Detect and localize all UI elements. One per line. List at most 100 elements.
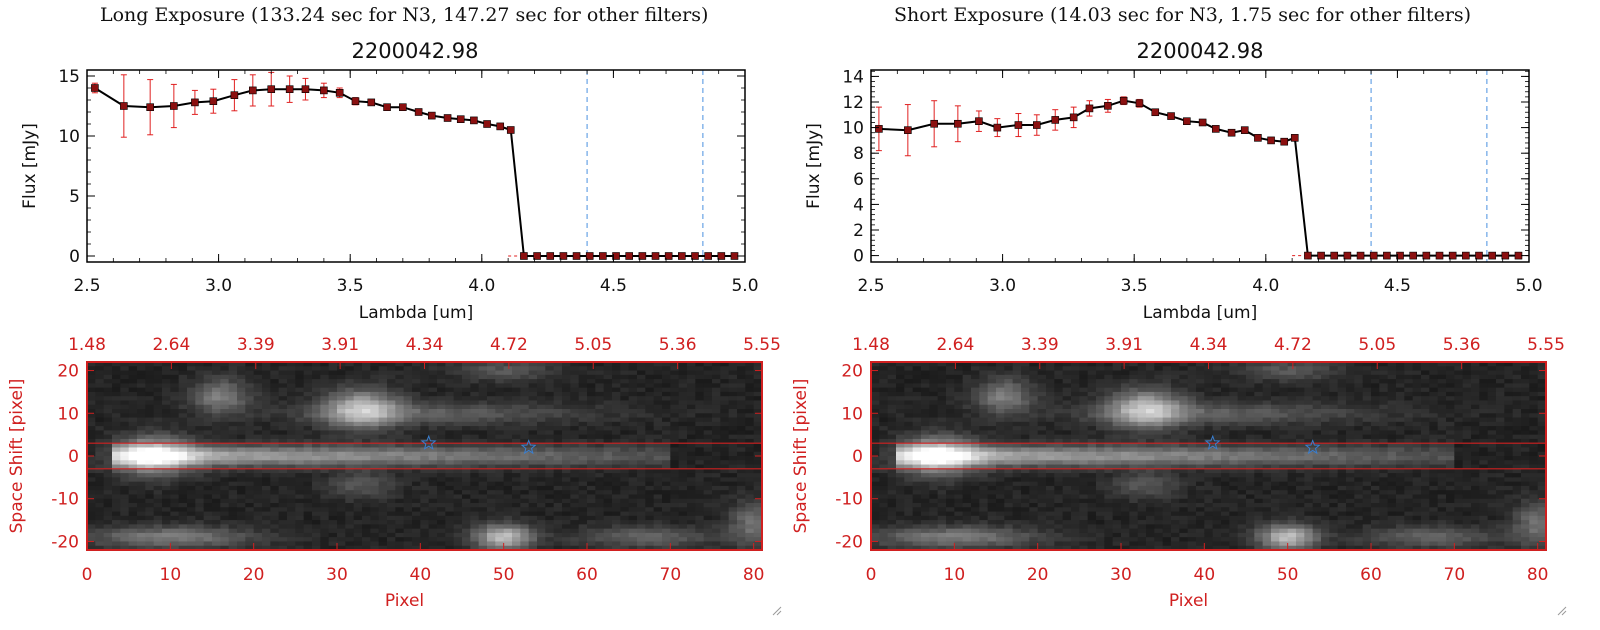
spectrum-short-y-tick-label: 14	[842, 67, 864, 87]
spectrum-long-data-point	[383, 103, 391, 111]
spectrum-long-y-axis-label: Flux [mJy]	[20, 123, 40, 209]
spectrum-short-y-tick-label: 0	[853, 247, 864, 267]
image-long-y-tick-label: -10	[51, 490, 79, 510]
spectrum-long-y-tick-label: 5	[69, 187, 80, 207]
spectrum-long-data-point	[209, 97, 218, 105]
image-long-x-tick-label: 20	[243, 565, 265, 585]
spectrum-short-data-point	[1211, 125, 1220, 133]
image-short-x-tick-label: 0	[866, 565, 877, 585]
resize-grip-icon[interactable]	[772, 606, 782, 616]
image-short-top-tick-label: 5.36	[1443, 335, 1481, 355]
image-short-y-tick-label: -10	[835, 490, 863, 510]
spectrum-long-data-point	[285, 85, 294, 93]
spectrum-short-data-point	[1167, 112, 1175, 120]
image-short-x-tick-label: 20	[1027, 565, 1049, 585]
resize-grip-icon[interactable]	[1557, 606, 1567, 616]
spectrum-short-data-point	[1280, 137, 1289, 146]
spectrum-long-data-point	[230, 91, 239, 99]
spectrum-long-series-line	[94, 87, 735, 257]
spectrum-long-y-tick-label: 15	[58, 67, 80, 87]
image-long-top-tick-label: 4.34	[406, 335, 444, 355]
image-short-star-marker	[1204, 434, 1221, 450]
image-short-top-tick-label: 3.39	[1021, 335, 1059, 355]
image-short-top-tick-label: 4.34	[1190, 335, 1228, 355]
spectrum-short-x-tick-label: 3.0	[989, 276, 1016, 296]
spectrum-long-data-point	[638, 252, 647, 260]
spectrum-long-data-point	[120, 102, 128, 110]
spectrum-short-title: 2200042.98	[1137, 39, 1264, 63]
spectrum-short-data-point	[1227, 128, 1236, 137]
spectrum-long-data-point	[351, 97, 360, 105]
image-long-y-tick-label: 20	[57, 362, 79, 382]
spectrum-short-data-point	[1151, 108, 1160, 117]
spectrum-short-data-point	[1317, 251, 1325, 260]
spectrum-short-y-axis-label: Flux [mJy]	[804, 123, 824, 209]
spectrum-short-series-line	[878, 99, 1519, 257]
spectrum-long-data-point	[520, 252, 528, 260]
image-short-y-tick-label: 0	[852, 447, 863, 467]
spectrum-short-data-point	[1462, 251, 1470, 260]
spectrum-short-data-point	[1290, 134, 1299, 142]
spectrum-short-data-point	[875, 125, 883, 133]
image-short-x-tick-label: 50	[1277, 565, 1299, 585]
spectrum-short-data-point	[1501, 251, 1510, 260]
spectrum-short-data-point	[1514, 251, 1523, 260]
image-long-top-tick-label: 3.91	[321, 335, 359, 355]
image-short-top-tick-label: 5.55	[1527, 335, 1565, 355]
spectrum-long-y-tick-label: 10	[58, 127, 80, 147]
spectrum-long-data-point	[678, 252, 686, 260]
image-long-x-tick-label: 30	[326, 565, 348, 585]
image-long-x-tick-label: 60	[576, 565, 598, 585]
image-short-top-tick-label: 1.48	[852, 335, 890, 355]
image-long-top-tick-label: 1.48	[68, 335, 106, 355]
spectrum-short-y-tick-label: 6	[853, 170, 864, 190]
spectrum-short-data-point	[1383, 251, 1391, 260]
spectrum-long-data-point	[249, 86, 257, 95]
spectrum-long-data-point	[585, 252, 594, 260]
spectrum-long-x-tick-label: 2.5	[73, 276, 100, 296]
spectrum-short-data-point	[1422, 251, 1431, 260]
spectrum-short-data-point	[975, 117, 983, 125]
image-short-top-tick-label: 3.91	[1105, 335, 1143, 355]
spectrum-long-data-point	[691, 252, 699, 260]
spectrum-short-data-point	[1051, 116, 1060, 124]
spectrum-short-data-point	[1304, 251, 1312, 260]
spectrum-long-data-point	[301, 85, 310, 93]
spectrum-short-data-point	[1396, 251, 1404, 260]
spectrum-long-x-axis-label: Lambda [um]	[359, 303, 473, 323]
spectrum-short-data-point	[1267, 136, 1275, 145]
spectrum-long-data-point	[717, 252, 726, 260]
spectrum-short-y-tick-label: 4	[853, 195, 864, 215]
image-short-top-tick-label: 4.72	[1274, 335, 1312, 355]
image-short-y-tick-label: 20	[841, 362, 863, 382]
image-short-x-tick-label: 10	[944, 565, 966, 585]
spectrum-short-data-point	[1330, 251, 1339, 260]
image-long-x-tick-label: 80	[743, 565, 765, 585]
spectrum-short-data-point	[1135, 99, 1144, 108]
spectrum-long-x-tick-label: 4.0	[468, 276, 495, 296]
spectrum-long-data-point	[470, 116, 478, 125]
spectrum-short-plot-frame	[870, 69, 1530, 263]
spectrum-short-data-point	[1435, 251, 1444, 260]
spectrum-short-data-point	[1069, 113, 1078, 122]
spectrum-long-data-point	[506, 126, 515, 134]
image-long-y-axis-label: Space Shift [pixel]	[7, 379, 27, 534]
spectrum-long-data-point	[496, 122, 505, 131]
spectrum-long-data-point	[443, 114, 452, 122]
image-short-x-tick-label: 60	[1360, 565, 1382, 585]
spectrum-short-data-point	[1356, 251, 1365, 260]
spectrum-long-data-point	[533, 252, 541, 260]
image-long-x-tick-label: 50	[493, 565, 515, 585]
spectrum-long-data-point	[367, 98, 376, 107]
spectrum-short-x-tick-label: 5.0	[1515, 276, 1542, 296]
spectrum-short-x-tick-label: 3.5	[1121, 276, 1148, 296]
spectrum-short-x-tick-label: 4.0	[1252, 276, 1279, 296]
spectrum-long-data-point	[335, 89, 344, 97]
spectrum-long-data-point	[483, 120, 491, 128]
spectrum-short-data-point	[1448, 251, 1457, 260]
spectrum-short-y-tick-label: 2	[853, 221, 864, 241]
spectrum-long-data-point	[651, 252, 660, 260]
image-short-x-tick-label: 30	[1110, 565, 1132, 585]
spectrum-long-data-point	[146, 103, 154, 111]
